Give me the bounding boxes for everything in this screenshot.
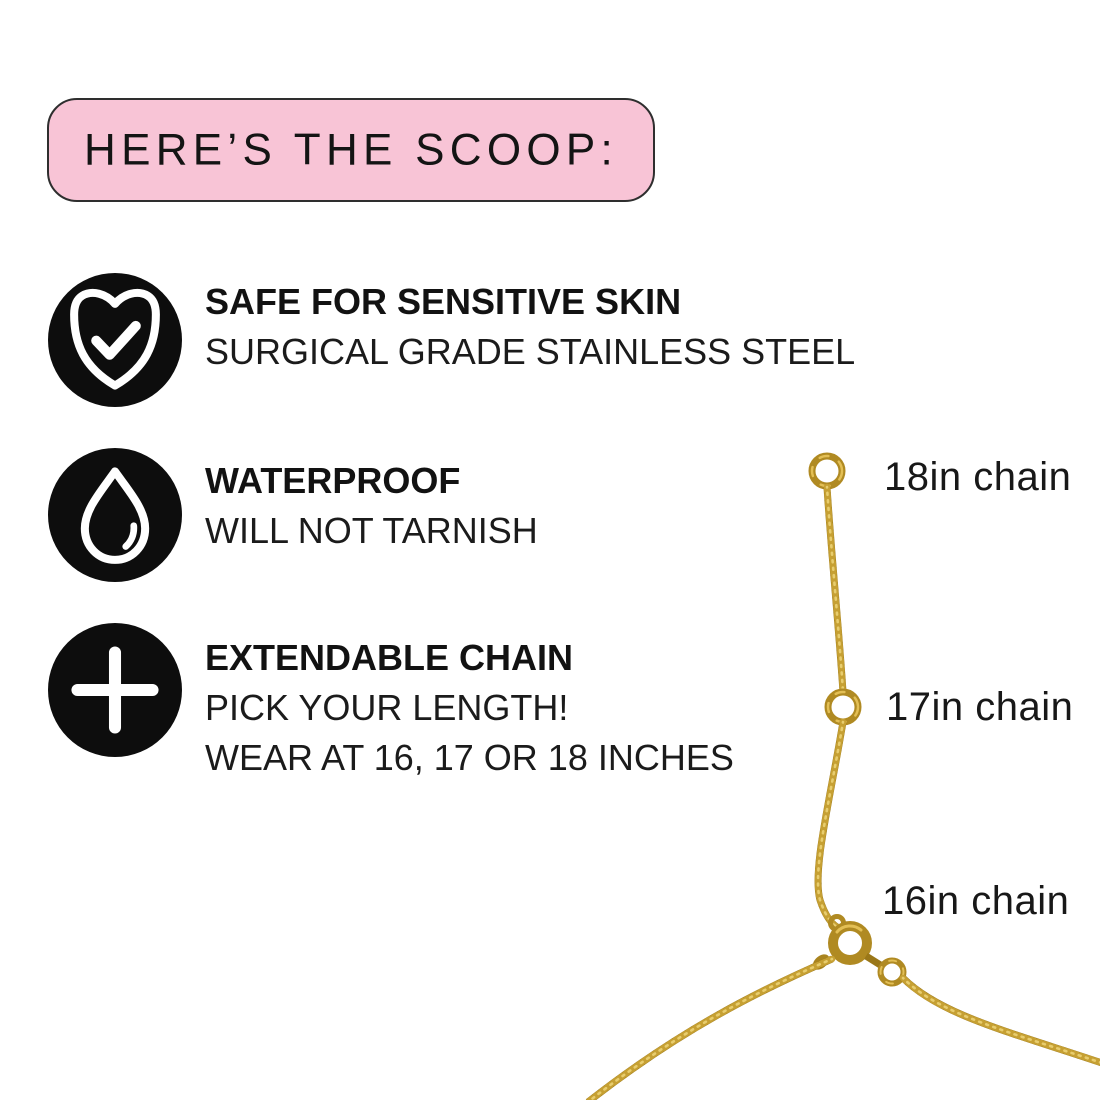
- feature-subtitle: WEAR AT 16, 17 OR 18 INCHES: [205, 737, 734, 778]
- feature-subtitle: SURGICAL GRADE STAINLESS STEEL: [205, 331, 856, 372]
- chain-branch-left: [585, 955, 836, 1100]
- feature-title: EXTENDABLE CHAIN: [205, 637, 574, 678]
- chain-link-loop: [828, 914, 846, 932]
- chain-segment-upper: [823, 483, 847, 696]
- feature-title: WATERPROOF: [205, 460, 461, 501]
- chain-label-18in: 18in chain: [884, 455, 1072, 499]
- chain-ring-17in: [824, 688, 862, 726]
- chain-ring-18in: [808, 452, 846, 490]
- scoop-banner: HERE’S THE SCOOP:: [47, 98, 655, 202]
- spring-ring-clasp: [812, 921, 872, 970]
- chain-ring-connector: [877, 957, 907, 987]
- feature-waterproof: WATERPROOF WILL NOT TARNISH: [48, 448, 538, 582]
- feature-subtitle: PICK YOUR LENGTH!: [205, 687, 569, 728]
- plus-icon: [48, 623, 182, 757]
- water-drop-icon: [48, 448, 182, 582]
- chain-branch-right: [899, 974, 1100, 1067]
- banner-title: HERE’S THE SCOOP:: [84, 124, 618, 175]
- shield-check-icon: [48, 273, 182, 407]
- chain-segment-lower: [814, 718, 847, 931]
- feature-title: SAFE FOR SENSITIVE SKIN: [205, 281, 682, 322]
- feature-safe-for-sensitive-skin: SAFE FOR SENSITIVE SKIN SURGICAL GRADE S…: [48, 273, 855, 407]
- feature-subtitle: WILL NOT TARNISH: [205, 510, 538, 551]
- chain-label-16in: 16in chain: [882, 879, 1070, 923]
- chain-label-17in: 17in chain: [886, 685, 1074, 729]
- feature-extendable-chain: EXTENDABLE CHAIN PICK YOUR LENGTH! WEAR …: [48, 623, 734, 783]
- clasp-connector: [864, 953, 884, 969]
